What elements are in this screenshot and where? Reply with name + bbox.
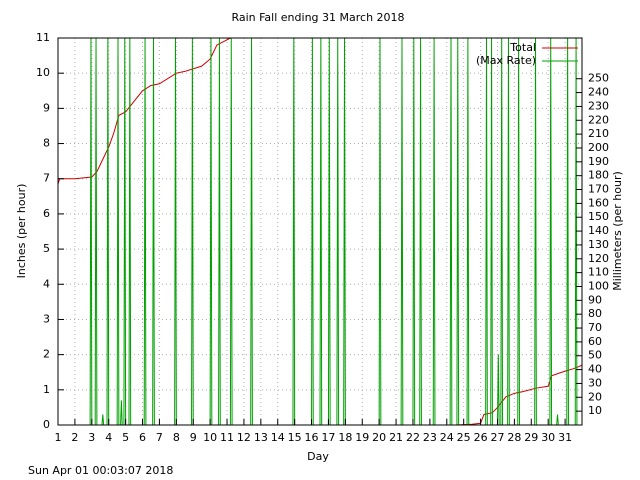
series-line	[89, 38, 578, 425]
x-tick-label: 9	[190, 431, 197, 444]
x-tick-label: 1	[55, 431, 62, 444]
plot-layer	[58, 38, 582, 425]
y-tick-label: 4	[43, 277, 50, 290]
y2-tick-label: 190	[588, 155, 609, 168]
y2-tick-label: 240	[588, 86, 609, 99]
y2-tick-label: 80	[588, 307, 602, 320]
y2-tick-label: 20	[588, 390, 602, 403]
y2-tick-label: 110	[588, 266, 609, 279]
x-tick-label: 31	[558, 431, 572, 444]
y2-tick-label: 140	[588, 224, 609, 237]
x-tick-label: 28	[507, 431, 521, 444]
y2-tick-label: 100	[588, 279, 609, 292]
y-tick-label: 0	[43, 418, 50, 431]
legend-label: (Max Rate)	[476, 54, 536, 67]
y2-tick-label: 120	[588, 252, 609, 265]
y2-tick-label: 90	[588, 293, 602, 306]
y2-tick-label: 250	[588, 72, 609, 85]
legend-label: Total	[509, 41, 536, 54]
x-tick-label: 25	[457, 431, 471, 444]
x-tick-label: 13	[254, 431, 268, 444]
y2-tick-label: 200	[588, 141, 609, 154]
y-tick-label: 2	[43, 348, 50, 361]
x-tick-label: 3	[88, 431, 95, 444]
y2-tick-label: 210	[588, 127, 609, 140]
x-tick-label: 29	[524, 431, 538, 444]
x-tick-label: 27	[490, 431, 504, 444]
y-tick-label: 3	[43, 312, 50, 325]
y2-tick-label: 230	[588, 99, 609, 112]
y2-tick-label: 160	[588, 196, 609, 209]
footer: Sun Apr 01 00:03:07 2018	[28, 464, 173, 477]
x-tick-label: 10	[203, 431, 217, 444]
x-tick-label: 11	[220, 431, 234, 444]
x-tick-label: 19	[355, 431, 369, 444]
chart-title: Rain Fall ending 31 March 2018	[231, 11, 404, 24]
y-tick-label: 6	[43, 207, 50, 220]
x-tick-label: 21	[389, 431, 403, 444]
y2-tick-label: 170	[588, 183, 609, 196]
x-tick-label: 8	[173, 431, 180, 444]
x-tick-label: 23	[423, 431, 437, 444]
x-tick-label: 20	[372, 431, 386, 444]
y2-axis-label: Millimeters (per hour)	[611, 171, 624, 291]
x-tick-label: 18	[338, 431, 352, 444]
grid-layer	[57, 37, 582, 426]
x-tick-label: 7	[156, 431, 163, 444]
x-tick-label: 5	[122, 431, 129, 444]
y-tick-label: 7	[43, 172, 50, 185]
y2-tick-label: 130	[588, 238, 609, 251]
x-tick-label: 6	[139, 431, 146, 444]
x-tick-label: 2	[71, 431, 78, 444]
y2-tick-label: 30	[588, 376, 602, 389]
y-tick-label: 5	[43, 242, 50, 255]
series-line	[58, 38, 582, 425]
y-tick-label: 8	[43, 137, 50, 150]
x-axis-label: Day	[307, 450, 329, 463]
y2-tick-label: 150	[588, 210, 609, 223]
x-tick-label: 17	[321, 431, 335, 444]
x-tick-label: 16	[305, 431, 319, 444]
y-tick-label: 10	[36, 66, 50, 79]
y2-tick-label: 10	[588, 404, 602, 417]
y2-tick-label: 180	[588, 169, 609, 182]
y-tick-label: 9	[43, 101, 50, 114]
y-tick-label: 1	[43, 383, 50, 396]
y2-tick-label: 220	[588, 113, 609, 126]
y2-tick-label: 50	[588, 349, 602, 362]
x-tick-label: 15	[288, 431, 302, 444]
x-tick-label: 30	[541, 431, 555, 444]
y-tick-label: 11	[36, 31, 50, 44]
y2-tick-label: 70	[588, 321, 602, 334]
x-tick-label: 24	[440, 431, 454, 444]
y2-tick-label: 40	[588, 363, 602, 376]
y2-tick-label: 60	[588, 335, 602, 348]
x-tick-label: 26	[474, 431, 488, 444]
x-tick-label: 4	[105, 431, 112, 444]
x-tick-label: 14	[271, 431, 285, 444]
x-tick-label: 12	[237, 431, 251, 444]
y-axis-label: Inches (per hour)	[15, 184, 28, 279]
x-tick-label: 22	[406, 431, 420, 444]
